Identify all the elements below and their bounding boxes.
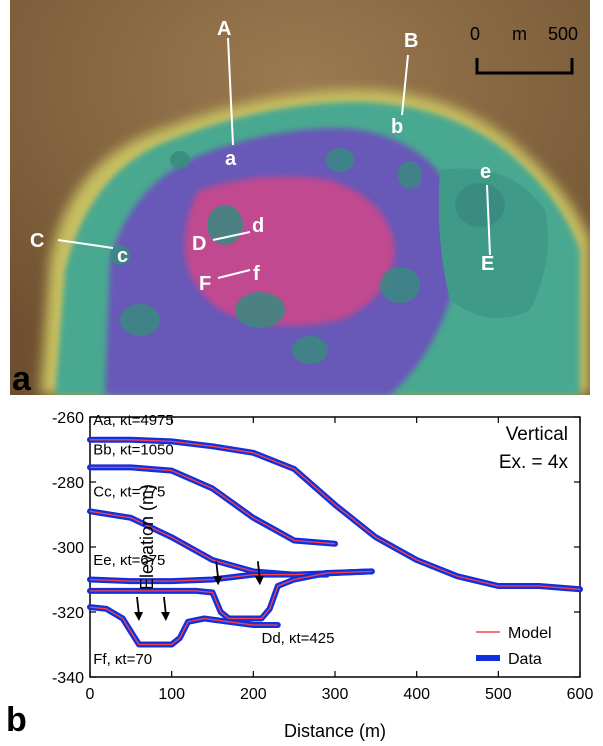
label-C: C bbox=[30, 230, 44, 252]
y-tick-label: -300 bbox=[52, 540, 84, 557]
feature-arrow bbox=[160, 596, 170, 621]
feature-arrow bbox=[134, 596, 143, 621]
x-tick-label: 100 bbox=[158, 686, 185, 703]
label-D: D bbox=[192, 233, 206, 255]
label-e: e bbox=[480, 161, 491, 183]
elevation-profile-panel: 0 100 200 300 400 500 600 -260 -280 -300 -320 -340 … bbox=[0, 395, 603, 741]
label-c: c bbox=[117, 245, 128, 267]
model-profile-line bbox=[90, 570, 372, 620]
profile-line-aa bbox=[227, 37, 234, 146]
y-tick-label: -320 bbox=[52, 605, 84, 622]
model-profile-line bbox=[89, 606, 278, 646]
chart-profile-labels: Aa, κt=4975 Bb, κt=1050 Cc, κt=775 Ee, κt=6… bbox=[93, 412, 334, 668]
profile-line-dd bbox=[212, 231, 251, 241]
feature-arrow bbox=[254, 561, 264, 586]
chart-profiles bbox=[87, 436, 583, 648]
profile-line-ff bbox=[217, 269, 251, 279]
data-profile-line bbox=[87, 604, 281, 648]
vertical-exaggeration-line1: Vertical bbox=[506, 424, 568, 445]
central-depression bbox=[184, 176, 395, 326]
panel-a-label: a bbox=[12, 360, 32, 395]
elevation-profile-chart: 0 100 200 300 400 500 600-260-280-300-320-340 … bbox=[6, 410, 593, 741]
label-d: d bbox=[252, 215, 264, 237]
x-tick-label: 0 bbox=[86, 686, 95, 703]
profile-endpoint-labels: A a B b C c D d E e F f bbox=[30, 18, 494, 295]
model-profile-line bbox=[90, 466, 336, 545]
y-tick-label: -260 bbox=[52, 410, 84, 427]
label-a: a bbox=[225, 148, 237, 170]
profile-lines bbox=[57, 37, 491, 279]
scale-bar: 0 m 500 bbox=[470, 24, 578, 75]
label-A: A bbox=[217, 18, 231, 40]
profile-label: Bb, κt=1050 bbox=[93, 441, 173, 458]
label-F: F bbox=[199, 273, 211, 295]
profile-label: Aa, κt=4975 bbox=[93, 412, 173, 429]
x-tick-label: 600 bbox=[567, 686, 594, 703]
label-B: B bbox=[404, 30, 418, 52]
data-profile-line bbox=[87, 464, 338, 547]
feature-arrow bbox=[213, 561, 223, 586]
profile-line-cc bbox=[57, 239, 114, 249]
x-tick-label: 300 bbox=[322, 686, 349, 703]
y-tick-label: -280 bbox=[52, 475, 84, 492]
chart-legend: Model Data bbox=[476, 625, 552, 668]
scale-unit-label: m bbox=[512, 24, 527, 44]
chart-axes: 0 100 200 300 400 500 600 -260 -280 -300 -320 -340 bbox=[52, 410, 593, 703]
label-E: E bbox=[481, 253, 494, 275]
scale-max-label: 500 bbox=[548, 24, 578, 44]
scale-zero-label: 0 bbox=[470, 24, 480, 44]
x-tick-label: 400 bbox=[403, 686, 430, 703]
crater-topography-map: 0 m 500 A a B b C c D d E e F f a bbox=[10, 0, 590, 395]
panel-b-label: b bbox=[6, 701, 27, 739]
profile-label: Ff, κt=70 bbox=[93, 651, 152, 668]
vertical-exaggeration-line2: Ex. = 4x bbox=[499, 452, 569, 473]
chart-arrows bbox=[134, 561, 264, 621]
x-tick-label: 200 bbox=[240, 686, 267, 703]
legend-data-label: Data bbox=[508, 651, 542, 668]
legend-model-label: Model bbox=[508, 625, 552, 642]
profile-line-ee bbox=[486, 184, 491, 256]
label-b: b bbox=[391, 116, 403, 138]
profile-label: Dd, κt=425 bbox=[262, 630, 335, 647]
profile-line-bb bbox=[401, 54, 409, 116]
model-profile-line bbox=[90, 439, 581, 590]
y-axis-label: Elevation (m) bbox=[137, 484, 157, 590]
x-tick-label: 500 bbox=[485, 686, 512, 703]
x-axis-label: Distance (m) bbox=[284, 721, 386, 741]
label-f: f bbox=[253, 263, 260, 285]
y-tick-label: -340 bbox=[52, 670, 84, 687]
topographic-image-panel: 0 m 500 A a B b C c D d E e F f a bbox=[10, 0, 590, 395]
profile-label: Ee, κt=675 bbox=[93, 552, 165, 569]
profile-label: Cc, κt=775 bbox=[93, 484, 165, 501]
